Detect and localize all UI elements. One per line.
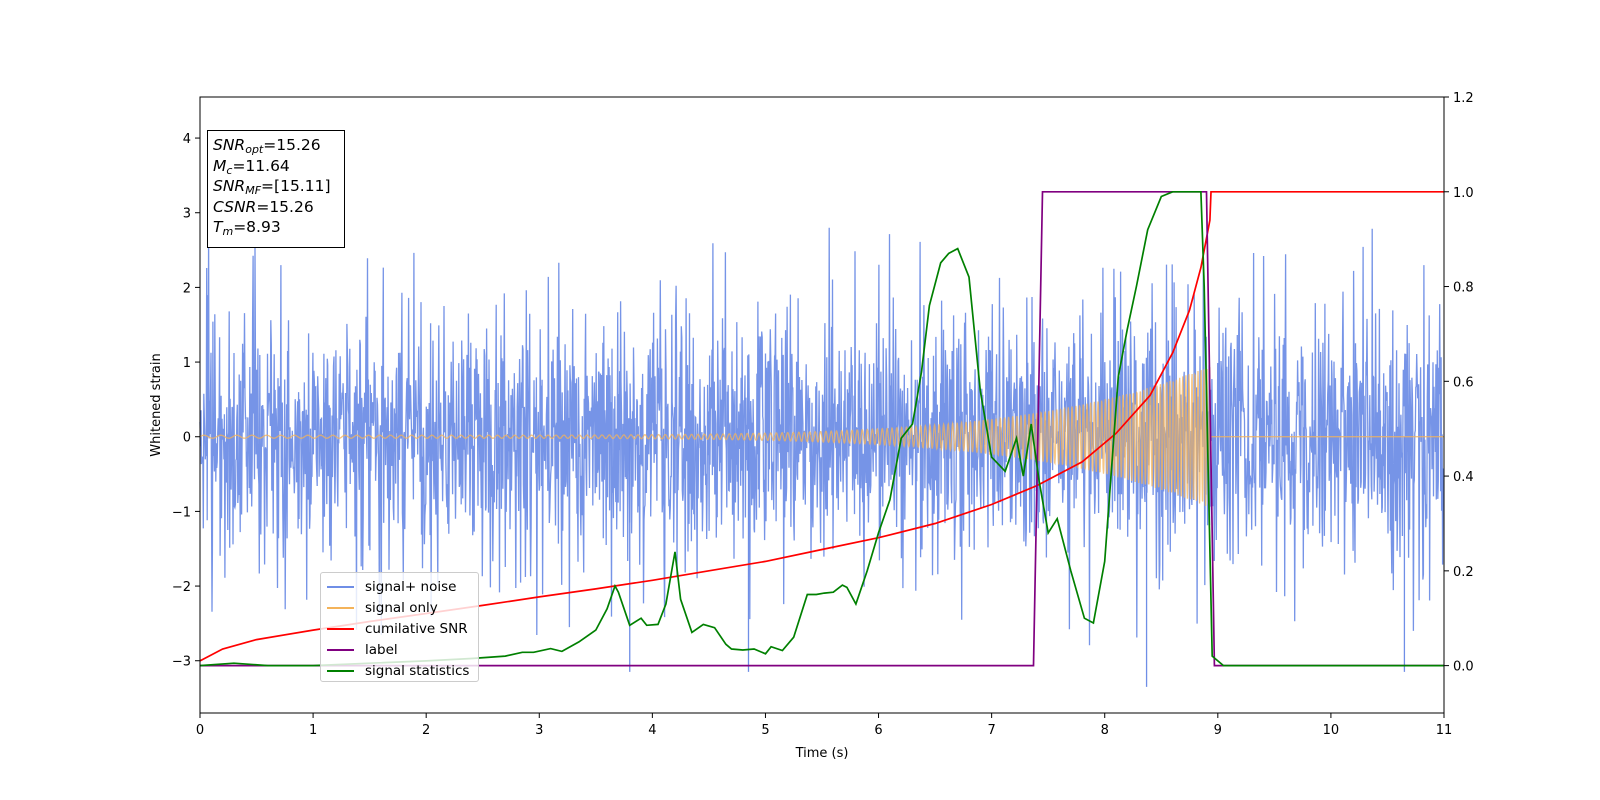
plot-frame <box>199 96 1445 714</box>
legend-swatch-label <box>327 648 354 651</box>
legend-entry-signal-only: signal only <box>327 597 478 618</box>
x-tick-label: 5 <box>761 723 769 738</box>
legend: signal+ noise signal only cumilative SNR… <box>320 572 479 682</box>
stats-line-snr-opt: SNRopt=15.26 <box>213 136 321 156</box>
y2-tick-label: 0.0 <box>1453 660 1474 675</box>
y-tick-label: −1 <box>172 505 191 520</box>
y-tick-label: −2 <box>172 580 191 595</box>
y-tick-label: 2 <box>183 281 191 296</box>
x-tick-label: 0 <box>196 723 204 738</box>
y-tick-label: 3 <box>183 207 191 222</box>
legend-swatch-signal-noise <box>327 585 354 588</box>
legend-label-cumulative-snr: cumilative SNR <box>365 620 468 637</box>
legend-swatch-signal-only <box>327 606 354 609</box>
y2-tick-label: 1.0 <box>1453 186 1474 201</box>
x-tick-label: 8 <box>1101 723 1109 738</box>
y2-tick-label: 0.2 <box>1453 565 1474 580</box>
stats-line-snr-mf: SNRMF=[15.11] <box>213 177 331 197</box>
y2-tick-label: 0.4 <box>1453 470 1474 485</box>
legend-label-signal-only: signal only <box>365 599 438 616</box>
x-tick-label: 7 <box>987 723 995 738</box>
x-tick-label: 3 <box>535 723 543 738</box>
x-tick-label: 6 <box>874 723 882 738</box>
x-tick-label: 10 <box>1323 723 1340 738</box>
series-signal-statistics-line <box>199 190 1444 667</box>
y-axis-label: Whitened strain <box>149 353 164 456</box>
legend-entry-signal-noise: signal+ noise <box>327 576 478 597</box>
y2-tick-label: 1.2 <box>1453 91 1474 106</box>
y-tick-label: 1 <box>183 356 191 371</box>
stats-line-tm: Tm=8.93 <box>213 218 281 238</box>
legend-swatch-cumulative-snr <box>327 627 354 630</box>
y-tick-label: −3 <box>172 655 191 670</box>
legend-label-signal-statistics: signal statistics <box>365 662 470 679</box>
series-signal-noise-line <box>199 227 1445 646</box>
x-axis-label: Time (s) <box>795 746 849 761</box>
x-tick-label: 4 <box>648 723 656 738</box>
legend-entry-signal-statistics: signal statistics <box>327 660 478 681</box>
y2-tick-label: 0.6 <box>1453 375 1474 390</box>
legend-swatch-signal-statistics <box>327 669 354 672</box>
stats-line-csnr: CSNR=15.26 <box>213 197 314 216</box>
legend-label-label: label <box>365 641 398 658</box>
stats-line-mc: Mc=11.64 <box>213 156 290 177</box>
y2-tick-label: 0.8 <box>1453 281 1474 296</box>
legend-label-signal-noise: signal+ noise <box>365 578 457 595</box>
x-tick-label: 1 <box>309 723 317 738</box>
y-tick-label: 4 <box>183 132 191 147</box>
x-tick-label: 11 <box>1436 723 1453 738</box>
legend-entry-label: label <box>327 639 478 660</box>
y-tick-label: 0 <box>183 431 191 446</box>
stats-annotation-box: SNRopt=15.26 Mc=11.64 SNRMF=[15.11] CSNR… <box>207 130 345 248</box>
legend-entry-cumulative-snr: cumilative SNR <box>327 618 478 639</box>
series-signal-only-line <box>199 367 1444 506</box>
x-tick-label: 9 <box>1214 723 1222 738</box>
x-tick-label: 2 <box>422 723 430 738</box>
